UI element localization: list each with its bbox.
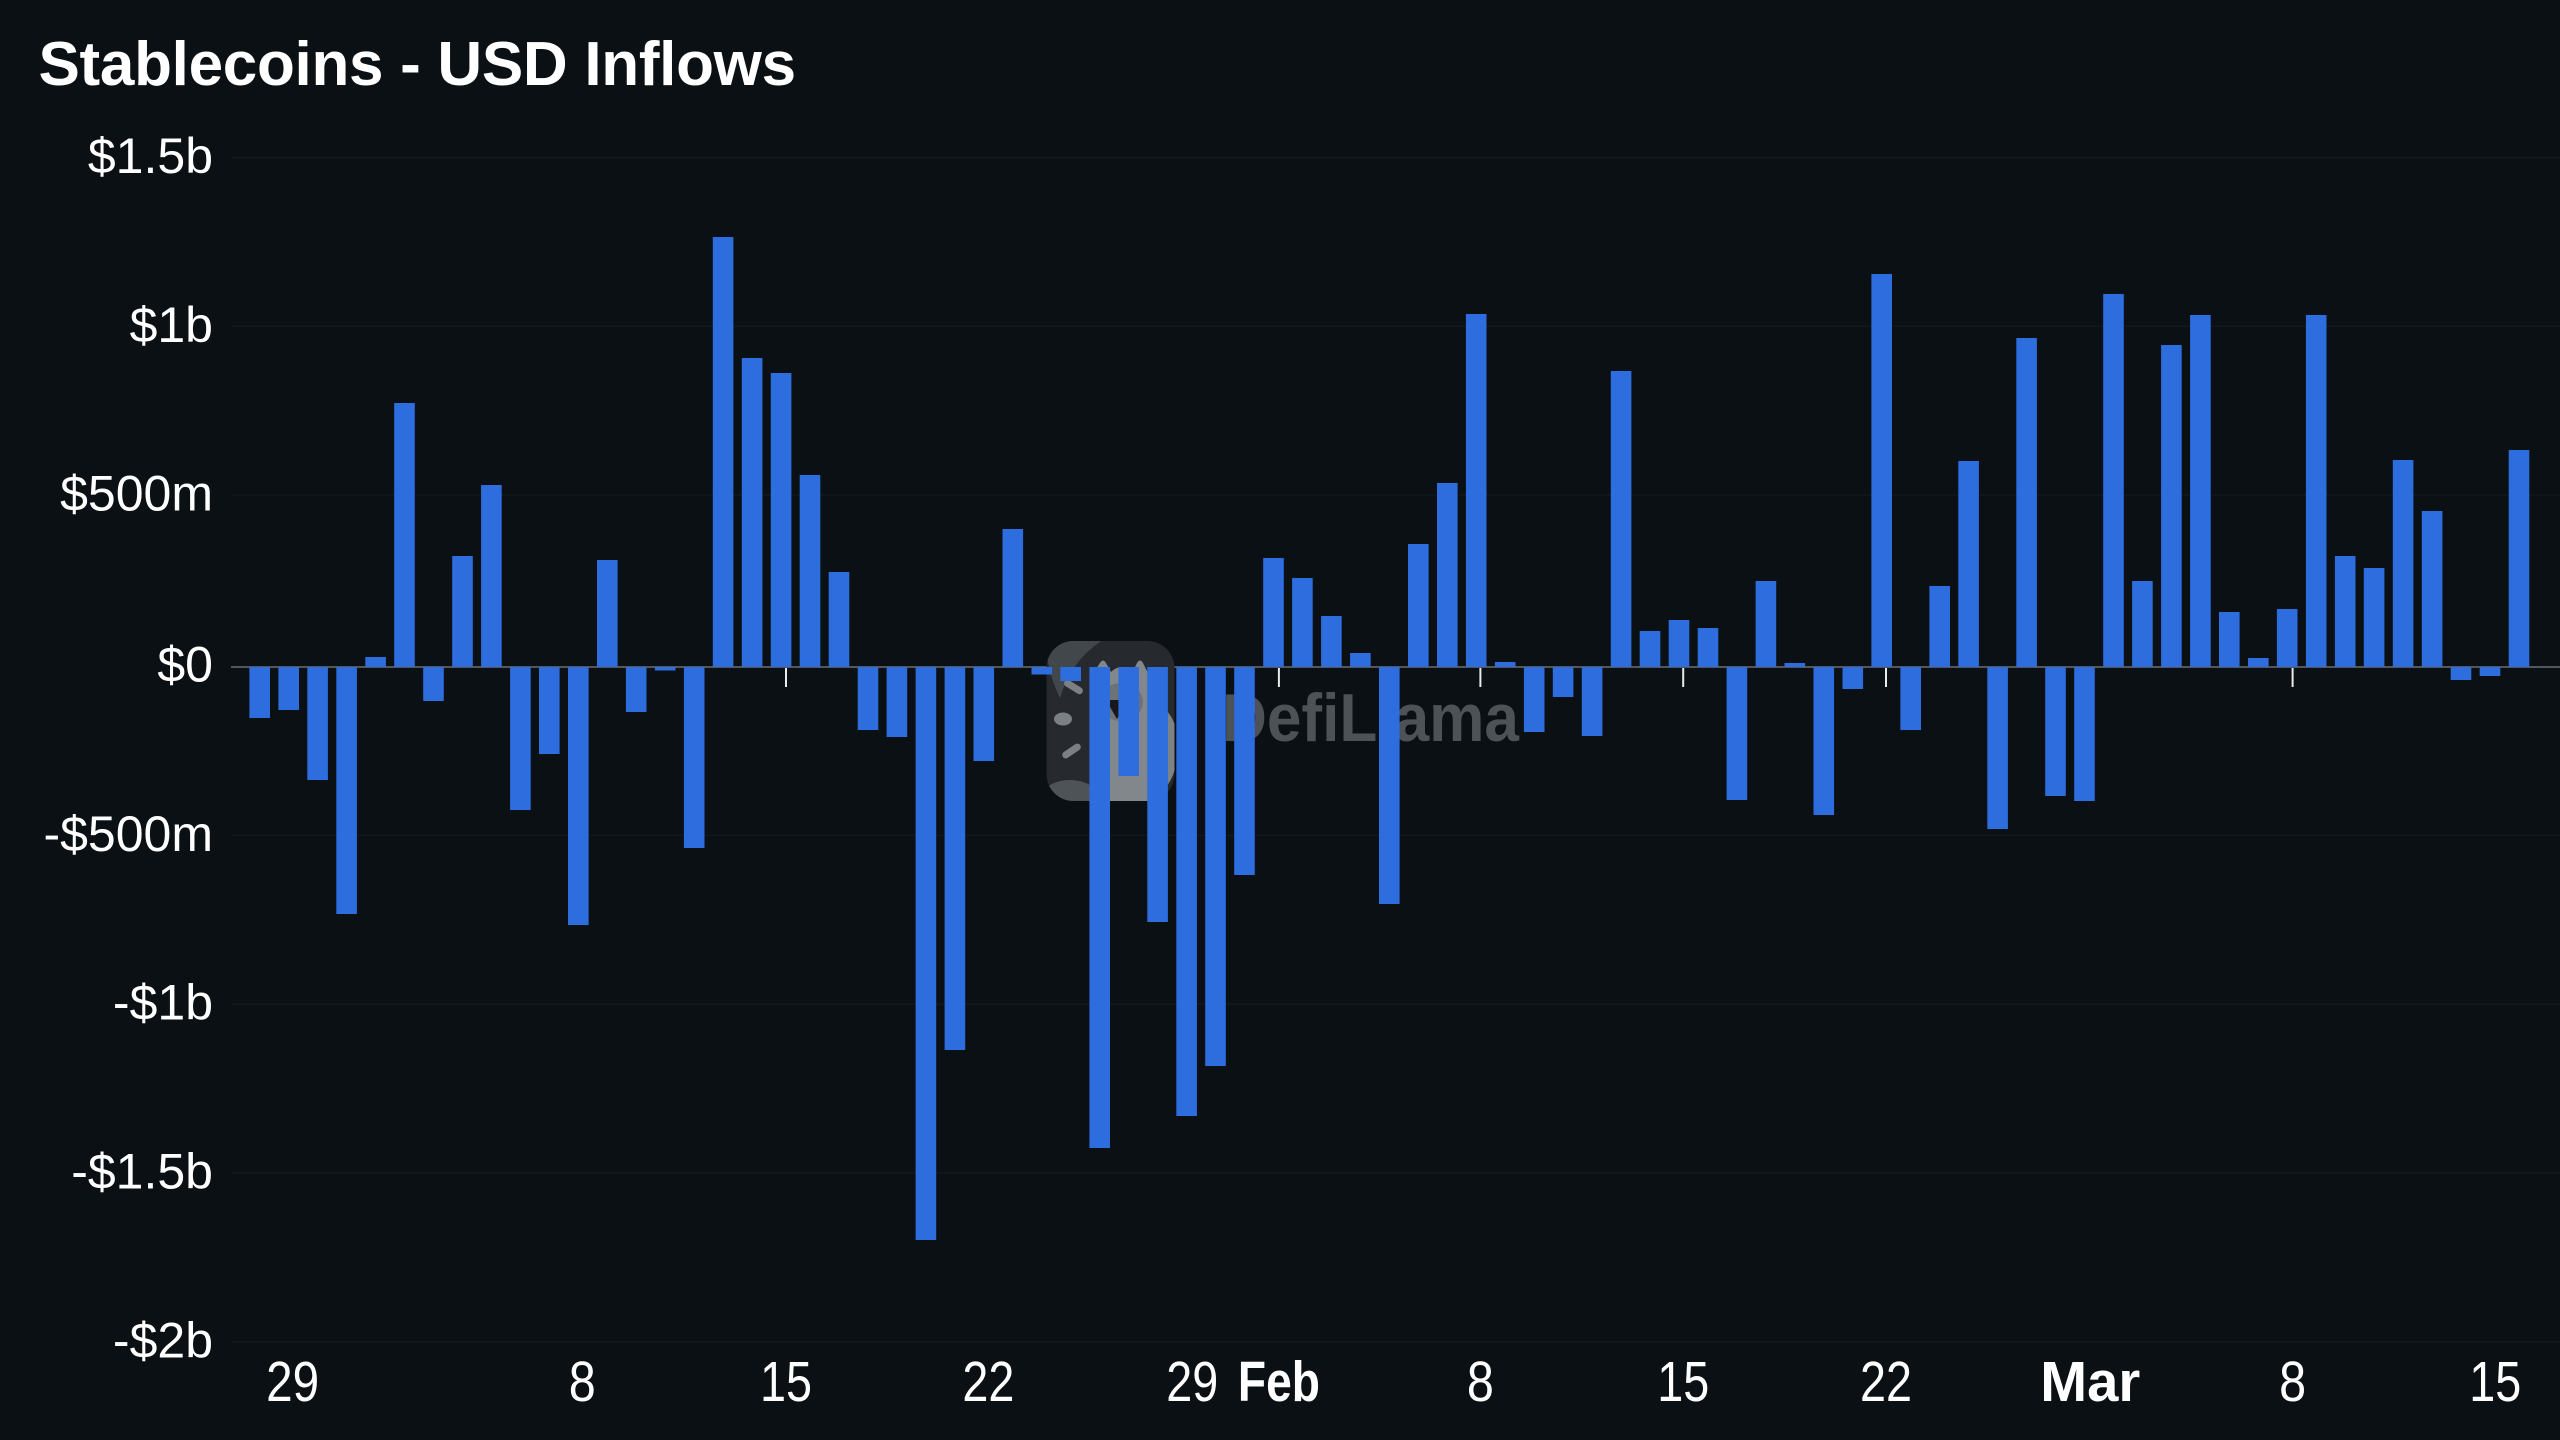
svg-text:Stablecoins - USD Inflows: Stablecoins - USD Inflows xyxy=(39,30,796,99)
svg-text:22: 22 xyxy=(962,1350,1014,1414)
svg-text:$500m: $500m xyxy=(60,466,213,522)
svg-text:$1.5b: $1.5b xyxy=(88,128,213,184)
svg-text:15: 15 xyxy=(2469,1350,2521,1414)
svg-text:8: 8 xyxy=(2279,1350,2306,1414)
svg-text:29: 29 xyxy=(1166,1350,1218,1414)
svg-text:8: 8 xyxy=(569,1350,596,1414)
svg-text:22: 22 xyxy=(1860,1350,1912,1414)
svg-text:DefiLlama: DefiLlama xyxy=(1222,680,1520,756)
svg-text:-$500m: -$500m xyxy=(43,806,213,862)
svg-text:-$1b: -$1b xyxy=(113,975,213,1031)
svg-text:$1b: $1b xyxy=(130,297,213,353)
svg-text:$0: $0 xyxy=(157,637,213,693)
svg-text:-$1.5b: -$1.5b xyxy=(71,1144,213,1200)
svg-text:Feb: Feb xyxy=(1238,1350,1320,1414)
svg-text:-$2b: -$2b xyxy=(113,1312,213,1368)
svg-text:15: 15 xyxy=(760,1350,812,1414)
svg-text:Mar: Mar xyxy=(2040,1350,2140,1414)
svg-text:15: 15 xyxy=(1657,1350,1709,1414)
svg-text:8: 8 xyxy=(1467,1350,1494,1414)
svg-text:29: 29 xyxy=(266,1350,319,1414)
